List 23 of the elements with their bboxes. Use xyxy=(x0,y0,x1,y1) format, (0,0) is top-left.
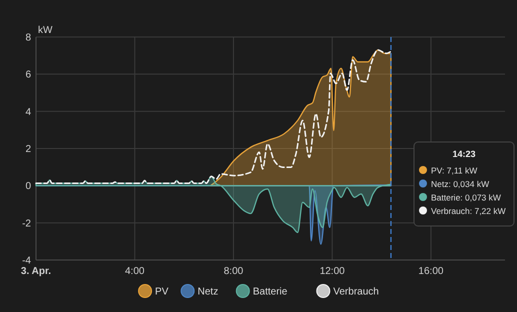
x-tick-label: 4:00 xyxy=(125,266,145,277)
annotation: 14:23 xyxy=(452,149,476,159)
annotation: Verbrauch: 7,22 kW xyxy=(431,206,506,216)
annotation: Netz: 0,034 kW xyxy=(431,179,490,189)
y-axis-title: kW xyxy=(38,25,53,36)
y-tick-label: 2 xyxy=(25,144,32,155)
legend-label: Verbrauch xyxy=(333,286,379,298)
y-tick-label: 8 xyxy=(25,32,32,44)
legend-label: Batterie xyxy=(252,286,288,298)
x-tick-label: 8:00 xyxy=(224,266,244,277)
x-tick-label: 3. Apr. xyxy=(20,266,52,277)
y-tick-label: 4 xyxy=(25,106,32,118)
y-tick-label: 0 xyxy=(25,181,32,192)
y-tick-label: -2 xyxy=(22,218,32,230)
annotation: PV: 7,11 kW xyxy=(431,166,478,176)
annotation: Batterie: 0,073 kW xyxy=(431,192,501,202)
y-tick-label: 6 xyxy=(25,70,32,81)
legend-label: Netz xyxy=(198,286,218,298)
y-tick-label: -4 xyxy=(22,256,32,266)
x-tick-label: 12:00 xyxy=(320,266,346,277)
x-tick-label: 16:00 xyxy=(418,266,444,277)
line-series xyxy=(35,49,392,184)
legend-label: PV xyxy=(155,286,169,298)
